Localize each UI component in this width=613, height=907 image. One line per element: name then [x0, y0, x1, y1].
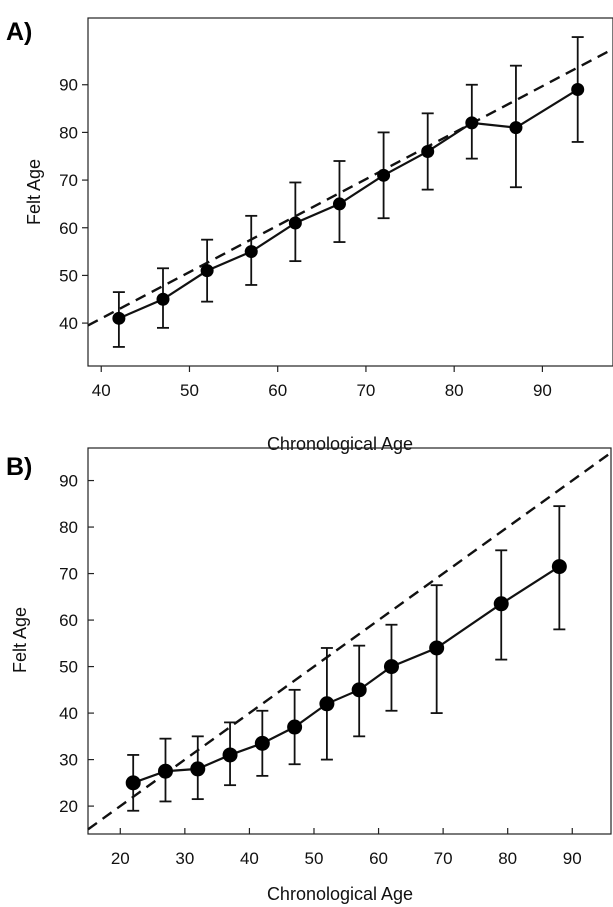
reference-line-layer: [87, 47, 613, 327]
data-point: [383, 659, 399, 675]
x-tick-label: 60: [268, 381, 287, 400]
data-point: [222, 747, 238, 763]
x-tick-label: 20: [111, 849, 130, 868]
x-tick-label: 70: [434, 849, 453, 868]
data-point: [377, 168, 391, 182]
series-line: [118, 88, 579, 320]
reference-line: [87, 47, 613, 327]
x-tick-label: 70: [356, 381, 375, 400]
data-point: [571, 83, 585, 97]
y-axis-title: Felt Age: [24, 159, 44, 225]
data-point: [244, 245, 258, 259]
y-tick-label: 50: [59, 658, 78, 677]
y-tick-label: 30: [59, 751, 78, 770]
x-tick-label: 30: [175, 849, 194, 868]
y-tick-label: 60: [59, 219, 78, 238]
x-axis-title: Chronological Age: [267, 434, 413, 454]
data-point: [200, 264, 214, 278]
x-tick-label: 40: [92, 381, 111, 400]
data-point: [421, 144, 435, 158]
data-point: [288, 216, 302, 230]
x-tick-label: 60: [369, 849, 388, 868]
plot-frame: [87, 447, 612, 835]
y-tick-label: 70: [59, 171, 78, 190]
panel-label: A): [6, 18, 32, 46]
data-point: [351, 682, 367, 698]
x-tick-label: 50: [305, 849, 324, 868]
y-tick-label: 20: [59, 797, 78, 816]
y-tick-label: 50: [59, 266, 78, 285]
data-point: [429, 640, 445, 656]
error-bars-layer: [127, 505, 566, 812]
ticks-layer: 20 30 40 50 60 70 80 90 20 30 40 50 60 70 80 90: [59, 472, 582, 868]
data-point: [125, 775, 141, 791]
y-tick-label: 80: [59, 123, 78, 142]
data-points-layer: [112, 83, 585, 325]
y-tick-label: 40: [59, 704, 78, 723]
x-tick-label: 50: [180, 381, 199, 400]
ticks-layer: 40 50 60 70 80 90 40 50 60 70 80 90: [59, 76, 552, 400]
data-point: [156, 292, 170, 306]
panel-label: B): [6, 453, 32, 481]
y-tick-label: 70: [59, 565, 78, 584]
data-point: [287, 719, 303, 735]
data-point: [509, 121, 523, 135]
data-point: [157, 763, 173, 779]
x-tick-label: 90: [563, 849, 582, 868]
x-tick-label: 80: [498, 849, 517, 868]
data-point: [112, 311, 126, 325]
y-tick-label: 60: [59, 611, 78, 630]
data-point: [332, 197, 346, 211]
x-tick-label: 80: [445, 381, 464, 400]
series-line-layer: [118, 88, 579, 320]
data-point: [493, 596, 509, 612]
x-tick-label: 40: [240, 849, 259, 868]
data-point: [190, 761, 206, 777]
data-point: [465, 116, 479, 130]
x-tick-label: 90: [533, 381, 552, 400]
panel-a: A) 40 50 60 70 80 90 40 50 60 70 80 90 Chronologica…: [6, 17, 613, 454]
x-axis-title: Chronological Age: [267, 884, 413, 904]
data-points-layer: [125, 559, 567, 791]
plot-frame: [87, 17, 613, 367]
data-point: [319, 696, 335, 712]
panel-b: B) 20 30 40 50 60 70 80 90 20 30 40 50 60 70 80 90 Chro…: [6, 447, 612, 904]
y-axis-title: Felt Age: [10, 607, 30, 673]
data-point: [551, 559, 567, 575]
data-point: [254, 735, 270, 751]
y-tick-label: 90: [59, 472, 78, 491]
error-bars-layer: [112, 36, 584, 348]
y-tick-label: 80: [59, 518, 78, 537]
y-tick-label: 90: [59, 76, 78, 95]
y-tick-label: 40: [59, 314, 78, 333]
